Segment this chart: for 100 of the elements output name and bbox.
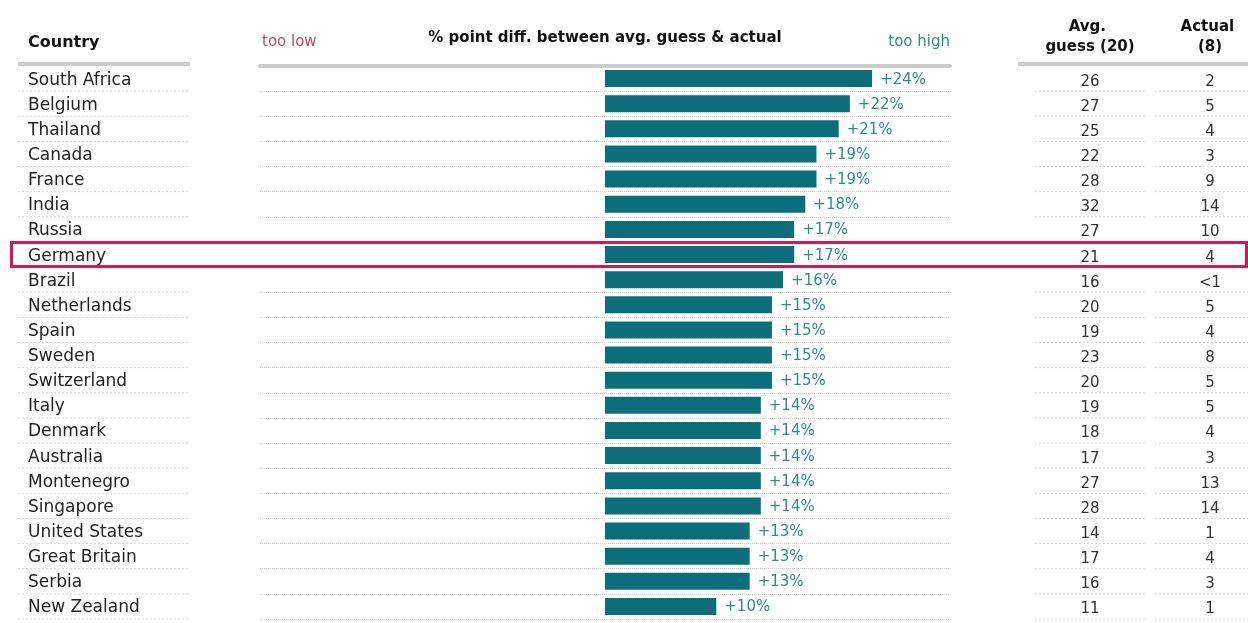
text: 3 (1205, 448, 1215, 467)
bar (605, 145, 817, 163)
data-label: +13% (757, 522, 804, 541)
y-tick-label: Montenegro (28, 470, 131, 491)
text: too low (262, 31, 317, 50)
text: 14 (1200, 197, 1220, 216)
data-label: +14% (768, 471, 815, 490)
text: 1 (1205, 599, 1215, 618)
data-label: +15% (779, 320, 826, 339)
data-label: +14% (768, 421, 815, 440)
y-tick-label: India (28, 194, 70, 215)
bar (605, 195, 806, 213)
text: 14 (1200, 498, 1220, 517)
text: <1 (1198, 272, 1222, 291)
data-label: +14% (768, 396, 815, 415)
data-label: +17% (802, 245, 849, 264)
data-label: +19% (824, 144, 871, 163)
data-label: +22% (857, 94, 904, 113)
bar (605, 497, 761, 515)
text: 4 (1205, 322, 1215, 341)
text: 3 (1205, 146, 1215, 165)
data-label: +17% (802, 220, 849, 239)
y-tick-label: Sweden (28, 345, 96, 366)
data-label: +15% (779, 346, 826, 365)
y-tick-label: Italy (28, 395, 65, 416)
bar (605, 346, 772, 364)
data-label: +10% (724, 597, 771, 616)
text: 4 (1205, 247, 1215, 266)
y-tick-label: Serbia (28, 571, 83, 592)
y-tick-label: Brazil (28, 269, 76, 290)
text: 27 (1080, 96, 1100, 115)
bar (605, 572, 750, 590)
y-tick-label: South Africa (28, 68, 132, 89)
text: Actual (8) (1180, 17, 1240, 55)
text: 22 (1080, 146, 1100, 165)
data-label: +13% (757, 547, 804, 566)
y-tick-label: United States (28, 521, 144, 542)
y-tick-label: Spain (28, 319, 76, 340)
bar (605, 371, 772, 389)
bar (605, 447, 761, 465)
y-tick-label: Australia (28, 445, 104, 466)
text: 21 (1080, 247, 1100, 266)
text: 32 (1080, 197, 1100, 216)
text: 2 (1205, 71, 1215, 90)
text: 5 (1205, 297, 1215, 316)
text: 28 (1080, 498, 1100, 517)
text: 13 (1200, 473, 1220, 492)
text: too high (888, 31, 951, 50)
text: 25 (1080, 121, 1100, 140)
text: 11 (1080, 599, 1100, 618)
text: 28 (1080, 172, 1100, 191)
text: 26 (1080, 71, 1100, 90)
bar (605, 271, 784, 289)
bar (605, 296, 772, 314)
data-label: +16% (791, 270, 837, 289)
bar (605, 522, 750, 540)
text: 4 (1205, 121, 1215, 140)
y-tick-label: Thailand (27, 118, 102, 139)
text: 17 (1080, 448, 1100, 467)
data-label: +13% (757, 572, 804, 591)
bar (605, 547, 750, 565)
text: 8 (1205, 348, 1215, 367)
text: 1 (1205, 524, 1215, 543)
data-label: +14% (768, 496, 815, 515)
text: 19 (1080, 322, 1100, 341)
x-axis-title: % point diff. between avg. guess & actual (428, 27, 782, 46)
text: 5 (1205, 96, 1215, 115)
y-tick-label: Netherlands (28, 294, 132, 315)
text: 4 (1205, 423, 1215, 442)
y-tick-label: Denmark (28, 420, 107, 441)
bar (605, 472, 761, 490)
data-label: +18% (813, 195, 860, 214)
y-axis-title: Country (28, 31, 101, 51)
text: 16 (1080, 272, 1100, 291)
y-tick-label: Canada (28, 143, 93, 164)
bar (605, 321, 772, 339)
bar (605, 95, 850, 113)
text: 3 (1205, 574, 1215, 593)
text: 10 (1200, 222, 1220, 241)
bar (605, 170, 817, 188)
y-tick-label: Singapore (28, 495, 114, 516)
text: 16 (1080, 574, 1100, 593)
y-tick-label: France (28, 169, 85, 190)
text: 19 (1080, 398, 1100, 417)
data-label: +24% (880, 69, 927, 88)
text: 5 (1205, 373, 1215, 392)
text: 20 (1080, 297, 1100, 316)
text: 20 (1080, 373, 1100, 392)
data-label: +19% (824, 170, 871, 189)
y-tick-label: New Zealand (28, 596, 140, 617)
data-label: +21% (846, 119, 893, 138)
bar (605, 421, 761, 439)
text: 27 (1080, 222, 1100, 241)
y-tick-label: Great Britain (28, 546, 137, 567)
y-tick-label: Switzerland (28, 370, 128, 391)
text: 5 (1205, 398, 1215, 417)
text: 17 (1080, 549, 1100, 568)
bar (605, 220, 795, 238)
y-tick-label: Russia (28, 219, 83, 240)
data-label: +15% (779, 371, 826, 390)
